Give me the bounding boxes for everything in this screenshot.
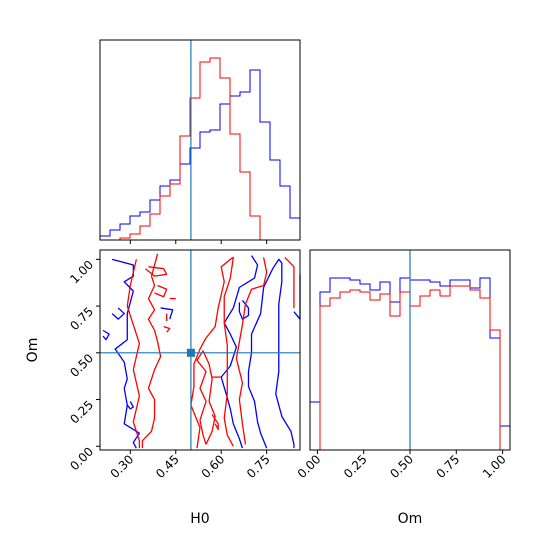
contour-line-series-1: [238, 300, 250, 320]
contour-frame: [99, 249, 301, 451]
contour-x-tick-label: 0.75: [244, 452, 273, 481]
contour-line-series-1: [247, 258, 295, 449]
contour-line-series-2: [145, 266, 168, 277]
y-axis-label-om: Om: [25, 338, 41, 363]
contour-line-series-2: [190, 256, 234, 449]
contour-line-series-2: [284, 257, 295, 308]
h0-histogram-series-1: [99, 69, 301, 240]
om-marginal-x-tick-label: 0.25: [341, 452, 370, 481]
x-axis-label-h0: H0: [190, 511, 209, 527]
h0-marginal-panel: [99, 39, 301, 244]
contour-line-series-1: [220, 255, 259, 449]
contour-line-series-2: [235, 257, 268, 445]
om-marginal-x-tick-label: 0.75: [434, 452, 463, 481]
contour-x-tick-label: 0.60: [199, 452, 228, 481]
om-marginal-x-tick-label: 0.00: [295, 452, 324, 481]
h0-marginal-frame: [99, 39, 301, 241]
h0-histogram-series-2: [100, 57, 300, 241]
contour-x-tick-label: 0.30: [108, 452, 137, 481]
contour-line-series-1: [102, 329, 110, 341]
om-marginal-panel: 0.00 0.25 0.50 0.75 1.00: [295, 249, 511, 481]
contour-y-tick-label: 0.25: [67, 398, 96, 427]
h0-om-contour-panel: 0.30 0.45 0.60 0.75 0.00 0.25 0.50 0.75 1.00: [67, 249, 301, 481]
contour-line-series-1: [111, 258, 141, 449]
truth-point-marker: [186, 348, 195, 357]
contour-line-series-1: [160, 307, 174, 320]
x-axis-label-om: Om: [398, 511, 423, 527]
contour-y-tick-label: 1.00: [67, 258, 96, 287]
om-marginal-x-tick-label: 0.50: [387, 452, 416, 481]
contour-line-series-1: [293, 274, 301, 320]
contour-line-series-2: [154, 284, 168, 298]
contour-y-tick-label: 0.50: [67, 351, 96, 380]
contour-y-tick-label: 0.00: [67, 444, 96, 473]
contour-line-series-2: [196, 350, 216, 445]
contour-line-series-1: [111, 307, 125, 320]
contour-line-series-2: [141, 253, 162, 449]
contour-line-series-2: [163, 326, 171, 333]
contour-x-tick-label: 0.45: [153, 452, 182, 481]
contour-line-series-1: [126, 401, 134, 410]
contour-line-series-2: [126, 259, 141, 449]
contour-line-series-2: [211, 414, 219, 431]
om-marginal-x-tick-label: 1.00: [480, 452, 509, 481]
om-marginal-frame: [309, 249, 511, 451]
contour-y-tick-label: 0.75: [67, 304, 96, 333]
